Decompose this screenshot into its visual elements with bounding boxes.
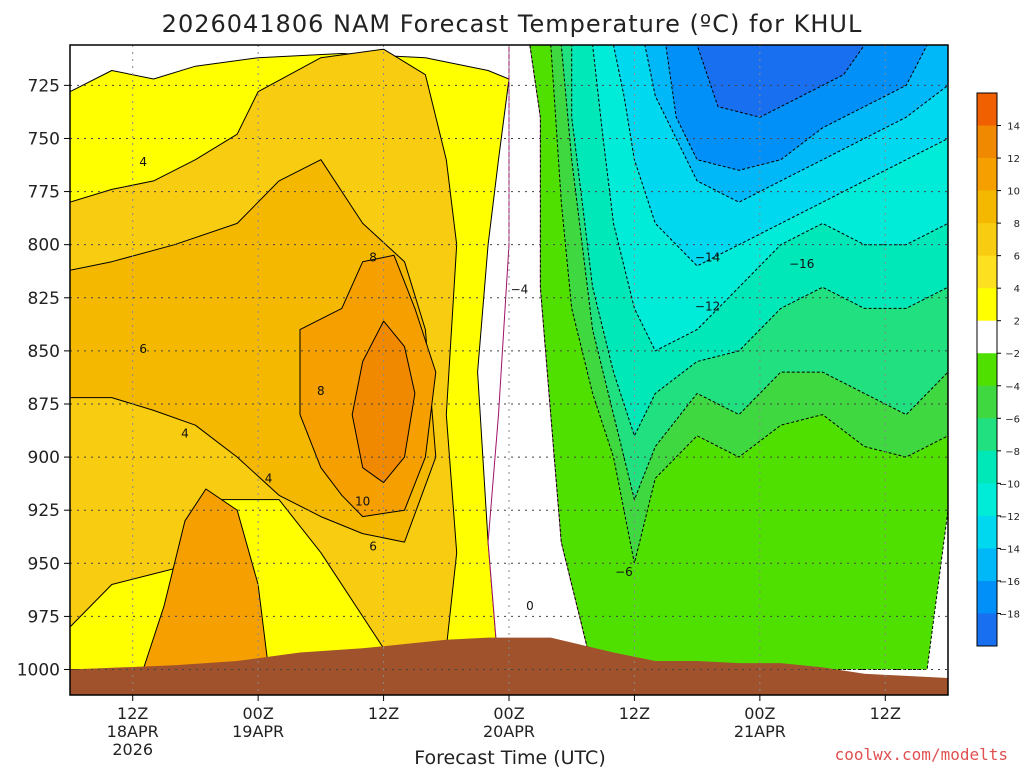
region-m18c	[696, 45, 865, 118]
contour-label: −14	[695, 250, 720, 264]
colorbar-swatch	[977, 223, 997, 257]
contour-label: 6	[369, 539, 377, 553]
x-tick-year: 2026	[112, 740, 153, 759]
contour-label-text: −14	[695, 250, 720, 264]
y-tick-label: 1000	[17, 661, 60, 681]
colorbar-label: −6	[1005, 414, 1020, 425]
colorbar-label: −14	[999, 544, 1020, 555]
contour-label: 8	[317, 384, 325, 398]
colorbar-swatch	[977, 93, 997, 127]
contour-label-text: 0	[526, 599, 534, 613]
contour-label-text: 4	[139, 155, 147, 169]
contour-label-text: −12	[695, 299, 720, 313]
contour-label: −12	[695, 299, 720, 313]
contour-label-text: −6	[615, 565, 633, 579]
x-tick-label: 12Z	[619, 704, 650, 723]
chart-title: 2026041806 NAM Forecast Temperature (ºC)…	[162, 10, 863, 38]
colorbar-swatch	[977, 613, 997, 647]
colorbar-swatch	[977, 288, 997, 322]
y-tick-label: 925	[28, 501, 60, 521]
colorbar-label: 6	[1014, 252, 1020, 263]
y-tick-label: 725	[28, 76, 60, 96]
region-12c	[351, 320, 416, 484]
colorbar-label: −16	[999, 577, 1020, 588]
colorbar-label: −12	[999, 512, 1020, 523]
contour-label: 4	[265, 471, 273, 485]
contour-label-text: 6	[369, 539, 377, 553]
contour-label: 0	[526, 599, 534, 613]
contour-label-layer: 4 6 4 8 8 4 10 6 0 −4 −6 −12 −14 −16	[139, 155, 814, 613]
colorbar-swatch	[977, 580, 997, 614]
colorbar-label: −8	[1005, 447, 1020, 458]
y-tick-label: 750	[28, 129, 60, 149]
contour-label: −16	[789, 257, 814, 271]
colorbar-label: 14	[1007, 122, 1020, 133]
colorbar-swatch	[977, 548, 997, 582]
x-tick-date: 19APR	[232, 722, 284, 741]
colorbar-label: 10	[1007, 187, 1020, 198]
y-axis: 725 750 775 800 825 850 875 900 925 950 975 1000	[17, 76, 70, 681]
region-10c-low	[142, 488, 270, 670]
colorbar-swatch	[977, 418, 997, 452]
y-tick-label: 975	[28, 607, 60, 627]
x-tick-date: 21APR	[734, 722, 786, 741]
colorbar-label: 4	[1014, 284, 1020, 295]
colorbar-swatch	[977, 353, 997, 387]
colorbar: 14 12 10 8 6 4 2 −2 −4 −6 −8 −10 −12 −14 −16 −18	[976, 92, 1020, 647]
colorbar-swatch	[977, 483, 997, 517]
y-tick-label: 950	[28, 554, 60, 574]
contour-label-text: 4	[265, 471, 273, 485]
y-tick-label: 800	[28, 236, 60, 256]
y-tick-label: 775	[28, 183, 60, 203]
contour-label-text: 8	[369, 250, 377, 264]
colorbar-swatch	[977, 158, 997, 192]
x-tick-label: 00Z	[493, 704, 524, 723]
colorbar-label: −10	[999, 479, 1020, 490]
y-tick-label: 825	[28, 289, 60, 309]
x-tick-label: 00Z	[242, 704, 273, 723]
contour-label-text: 10	[355, 495, 370, 509]
contour-label: 8	[369, 250, 377, 264]
colorbar-swatch	[977, 450, 997, 484]
contour-label: −6	[615, 565, 633, 579]
credit-text: coolwx.com/modelts	[835, 745, 1008, 764]
y-tick-label: 875	[28, 395, 60, 415]
colorbar-swatch	[977, 515, 997, 549]
x-tick-label: 12Z	[117, 704, 148, 723]
contour-label-text: 6	[139, 342, 147, 356]
terrain	[70, 637, 948, 695]
colorbar-swatch	[977, 385, 997, 419]
contour-label: 10	[355, 495, 370, 509]
x-axis-title: Forecast Time (UTC)	[414, 747, 605, 768]
colorbar-label: 12	[1007, 154, 1020, 165]
contour-label-text: 8	[317, 384, 325, 398]
x-tick-label: 12Z	[870, 704, 901, 723]
contour-label: 6	[139, 342, 147, 356]
colorbar-swatch	[977, 190, 997, 224]
x-tick-label: 00Z	[744, 704, 775, 723]
colorbar-swatch	[977, 320, 997, 354]
colorbar-label: 2	[1014, 317, 1020, 328]
contour-label-text: −4	[511, 282, 529, 296]
colorbar-swatch	[977, 255, 997, 289]
colorbar-label: 8	[1014, 219, 1020, 230]
x-tick-date: 20APR	[483, 722, 535, 741]
x-tick-label: 12Z	[368, 704, 399, 723]
x-tick-date: 18APR	[107, 722, 159, 741]
y-tick-label: 850	[28, 342, 60, 362]
contour-label: 4	[181, 427, 189, 441]
colorbar-label: −18	[999, 609, 1020, 620]
colorbar-swatch	[977, 125, 997, 159]
contour-label: 4	[139, 155, 147, 169]
contour-label: −4	[511, 282, 529, 296]
y-tick-label: 900	[28, 448, 60, 468]
colorbar-label: −4	[1005, 382, 1020, 393]
colorbar-label: −2	[1005, 349, 1020, 360]
contour-label-text: 4	[181, 427, 189, 441]
colorbar-frame	[976, 92, 998, 647]
contour-label-text: −16	[789, 257, 814, 271]
